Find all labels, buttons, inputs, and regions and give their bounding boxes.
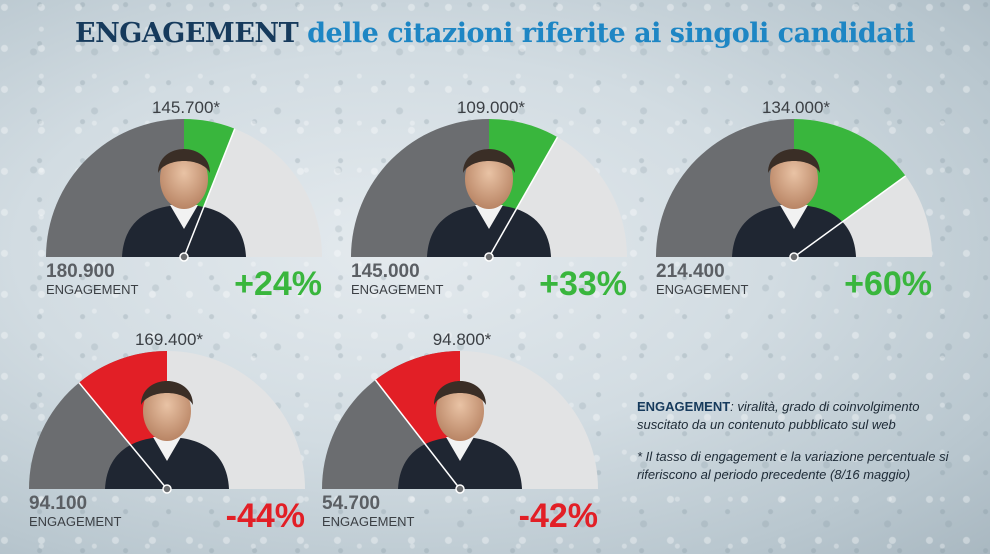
gauge-current-value: 134.000* (762, 98, 830, 117)
page-title: ENGAGEMENT delle citazioni riferite ai s… (0, 18, 990, 49)
legend-definition-text: : viralità, grado di coinvolgimento susc… (637, 399, 920, 432)
gauge-change-percent: -42% (519, 497, 598, 535)
legend: ENGAGEMENT: viralità, grado di coinvolgi… (637, 398, 967, 484)
gauge-previous-value: 145.000 (351, 261, 420, 282)
gauge-previous-value: 94.100 (29, 493, 87, 514)
legend-note: * Il tasso di engagement e la variazione… (637, 449, 949, 482)
candidate-photo (427, 149, 551, 257)
legend-term: ENGAGEMENT (637, 399, 731, 414)
candidate-body (427, 205, 551, 257)
candidate-body (122, 205, 246, 257)
gauge-previous-label: ENGAGEMENT (46, 282, 139, 297)
gauge-current-value: 109.000* (457, 98, 525, 117)
gauge-pivot (789, 252, 799, 262)
candidate-hair (158, 149, 210, 173)
gauge-needle (374, 379, 461, 490)
candidate-face (465, 149, 513, 209)
gauge-change-percent: +60% (844, 265, 932, 303)
candidate-hair (141, 381, 193, 405)
candidate-face (143, 381, 191, 441)
gauge-pivot (179, 252, 189, 262)
gauge-previous-label: ENGAGEMENT (29, 514, 122, 529)
title-rest: delle citazioni riferite ai singoli cand… (307, 18, 915, 49)
candidate-photo (732, 149, 856, 257)
candidate-photo (105, 381, 229, 489)
candidate-collar (780, 205, 808, 229)
gauge-previous-value: 54.700 (322, 493, 380, 514)
gauge-previous-value: 180.900 (46, 261, 115, 282)
candidate-hair (768, 149, 820, 173)
gauge-change-percent: -44% (226, 497, 305, 535)
gauge-pivot (484, 252, 494, 262)
gauge-pivot (455, 484, 465, 494)
candidate-collar (475, 205, 503, 229)
gauge-previous-value: 214.400 (656, 261, 725, 282)
title-highlight: ENGAGEMENT (75, 18, 299, 49)
candidate-collar (170, 205, 198, 229)
gauge-previous-label: ENGAGEMENT (322, 514, 415, 529)
candidate-face (770, 149, 818, 209)
candidate-hair (463, 149, 515, 173)
gauge-needle (183, 128, 236, 258)
candidate-face (160, 149, 208, 209)
gauge-pivot (162, 484, 172, 494)
gauge-previous-label: ENGAGEMENT (656, 282, 749, 297)
candidate-body (105, 437, 229, 489)
candidate-collar (153, 437, 181, 461)
gauge-needle (488, 136, 559, 258)
candidate-body (732, 205, 856, 257)
gauge-previous-label: ENGAGEMENT (351, 282, 444, 297)
gauge-change-percent: +24% (234, 265, 322, 303)
gauge-needle (78, 382, 168, 490)
gauge-current-value: 169.400* (135, 330, 203, 349)
candidate-collar (446, 437, 474, 461)
gauge-current-value: 145.700* (152, 98, 220, 117)
candidate-photo (122, 149, 246, 257)
gauge-needle (793, 175, 907, 258)
candidate-hair (434, 381, 486, 405)
legend-definition: ENGAGEMENT: viralità, grado di coinvolgi… (637, 398, 967, 434)
gauge-change-percent: +33% (539, 265, 627, 303)
gauge-current-value: 94.800* (433, 330, 492, 349)
candidate-face (436, 381, 484, 441)
